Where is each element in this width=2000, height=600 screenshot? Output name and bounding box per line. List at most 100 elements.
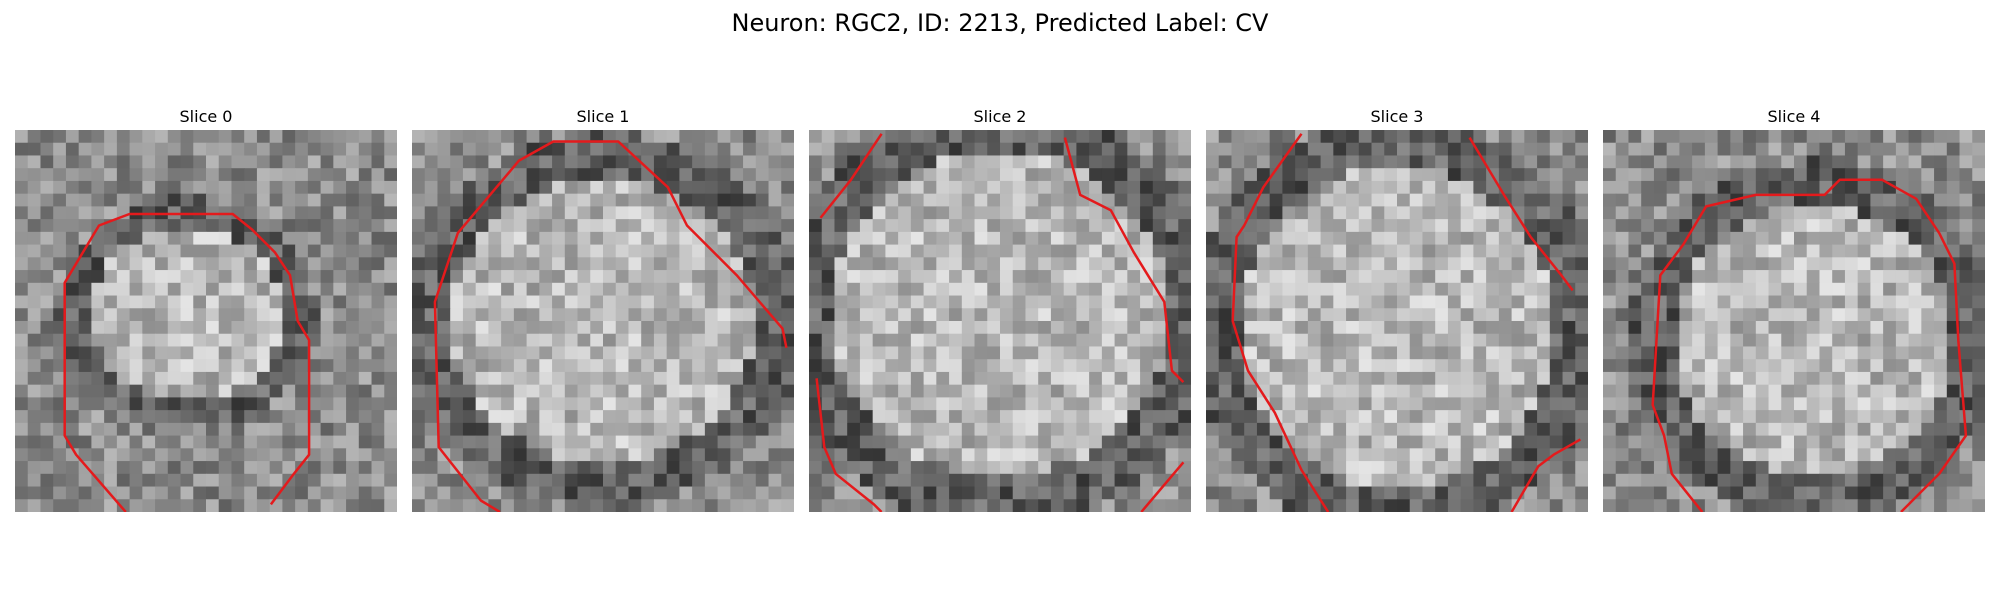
- pixel: [333, 244, 347, 258]
- pixel: [872, 448, 886, 462]
- pixel: [218, 257, 232, 271]
- pixel: [244, 473, 258, 488]
- pixel: [1218, 486, 1232, 500]
- pixel: [1473, 295, 1487, 309]
- pixel: [910, 219, 925, 233]
- pixel: [1269, 257, 1283, 271]
- pixel: [961, 371, 976, 386]
- pixel: [513, 180, 528, 195]
- pixel: [526, 130, 540, 144]
- pixel: [768, 295, 782, 309]
- pixel: [1422, 333, 1436, 347]
- pixel: [666, 499, 680, 512]
- pixel: [65, 410, 80, 424]
- pixel: [679, 384, 693, 398]
- pixel: [1178, 435, 1191, 449]
- pixel: [53, 142, 67, 156]
- pixel: [1628, 168, 1642, 182]
- pixel: [1244, 321, 1258, 335]
- pixel: [653, 282, 668, 297]
- pixel: [603, 333, 617, 347]
- pixel: [781, 282, 794, 297]
- pixel: [1127, 384, 1141, 398]
- pixel: [847, 435, 861, 449]
- pixel: [1603, 397, 1617, 411]
- pixel: [1089, 448, 1103, 462]
- pixel: [1256, 346, 1271, 360]
- pixel: [1231, 499, 1245, 512]
- pixel: [142, 257, 156, 271]
- slice-panel-1: Slice 1: [412, 106, 794, 512]
- pixel: [167, 295, 182, 309]
- pixel: [1895, 244, 1910, 258]
- pixel: [1844, 461, 1859, 475]
- pixel: [1511, 321, 1525, 335]
- pixel: [1921, 193, 1935, 207]
- pixel: [768, 384, 782, 398]
- pixel: [1959, 206, 1973, 220]
- pixel: [1857, 486, 1871, 500]
- pixel: [1883, 321, 1897, 335]
- pixel: [91, 461, 105, 475]
- pixel: [577, 499, 591, 512]
- pixel: [1218, 257, 1232, 271]
- pixel: [1127, 499, 1141, 512]
- pixel: [872, 486, 886, 500]
- pixel: [1794, 499, 1808, 512]
- pixel: [1206, 257, 1220, 271]
- pixel: [704, 321, 719, 335]
- pixel: [1819, 321, 1833, 335]
- pixel: [1012, 346, 1026, 360]
- pixel: [1794, 231, 1808, 246]
- pixel: [1730, 295, 1744, 309]
- pixel: [936, 244, 950, 258]
- pixel: [1025, 282, 1039, 297]
- pixel: [218, 371, 232, 386]
- pixel: [1908, 168, 1922, 182]
- pixel: [1755, 142, 1770, 156]
- pixel: [142, 219, 156, 233]
- pixel: [641, 435, 655, 449]
- pixel: [1498, 384, 1513, 398]
- pixel: [1537, 410, 1551, 424]
- pixel: [104, 270, 118, 284]
- pixel: [1498, 295, 1513, 309]
- pixel: [206, 371, 220, 386]
- pixel: [1307, 461, 1322, 475]
- pixel: [371, 410, 385, 424]
- pixel: [1320, 410, 1334, 424]
- pixel: [1397, 321, 1411, 335]
- pixel: [15, 142, 29, 156]
- pixel: [768, 180, 782, 195]
- pixel: [1127, 206, 1141, 220]
- pixel: [1282, 282, 1296, 297]
- pixel: [1934, 397, 1948, 411]
- pixel: [1486, 231, 1500, 246]
- pixel: [1972, 295, 1985, 309]
- pixel: [91, 168, 105, 182]
- pixel: [1422, 282, 1436, 297]
- pixel: [53, 359, 67, 373]
- pixel: [1743, 486, 1757, 500]
- pixel: [501, 486, 515, 500]
- pixel: [1857, 295, 1871, 309]
- pixel: [1498, 486, 1513, 500]
- pixel: [116, 435, 131, 449]
- pixel: [872, 142, 886, 156]
- pixel: [1397, 499, 1411, 512]
- pixel: [78, 333, 92, 347]
- pixel: [1244, 168, 1258, 182]
- pixel: [666, 219, 680, 233]
- pixel: [679, 346, 693, 360]
- pixel: [577, 371, 591, 386]
- pixel: [1346, 371, 1360, 386]
- pixel: [1794, 371, 1808, 386]
- pixel: [1050, 448, 1065, 462]
- pixel: [1743, 333, 1757, 347]
- pixel: [475, 282, 489, 297]
- pixel: [501, 473, 515, 488]
- pixel: [872, 321, 886, 335]
- pixel: [526, 499, 540, 512]
- pixel: [412, 257, 426, 271]
- pixel: [256, 448, 271, 462]
